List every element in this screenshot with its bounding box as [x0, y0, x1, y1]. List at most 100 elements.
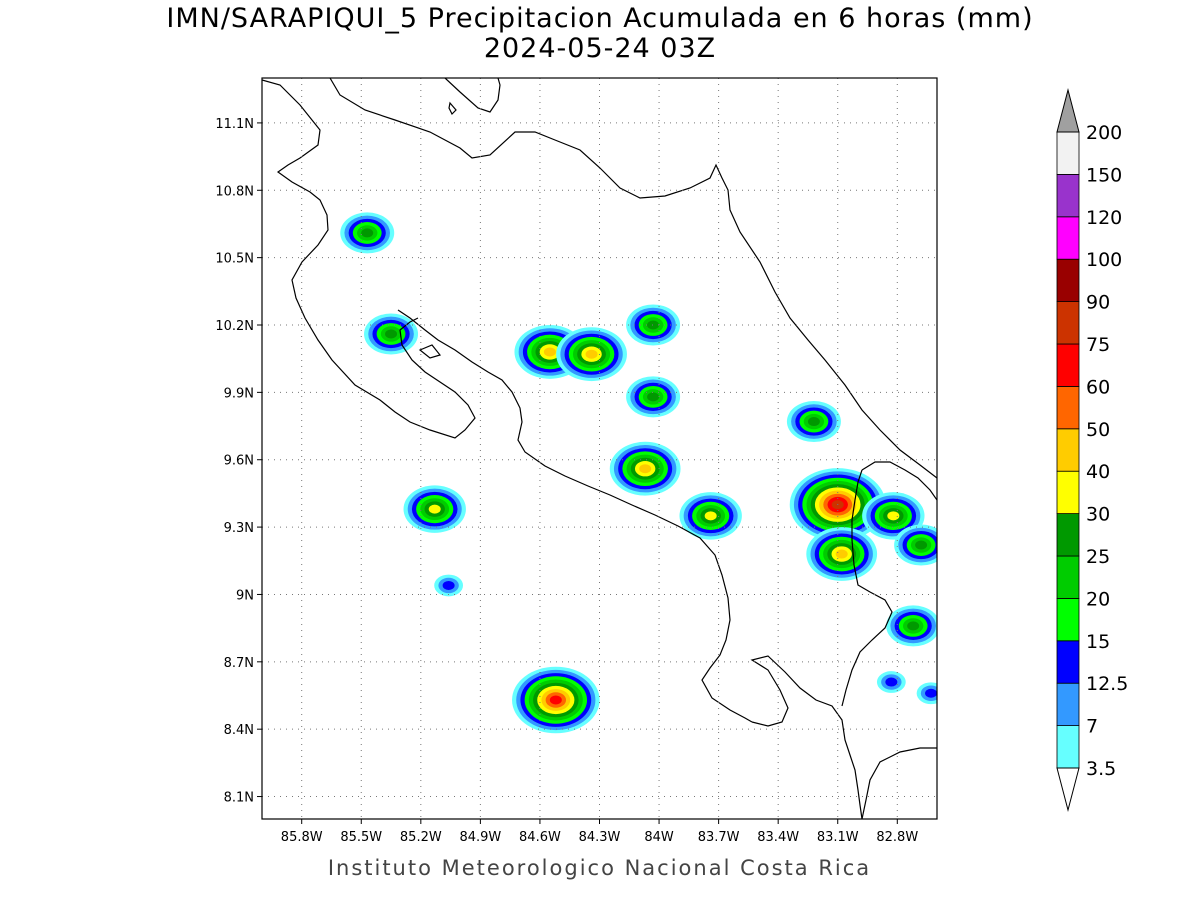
precip-cell [364, 313, 419, 355]
x-tick-label: 84.6W [519, 830, 561, 845]
colorbar-swatch [1056, 598, 1080, 642]
x-tick-label: 85.5W [340, 830, 382, 845]
coastline-gulf-nicoya [397, 309, 753, 723]
y-tick-label: 9N [236, 588, 254, 603]
island-nicoya-gulf [418, 344, 442, 359]
precip-contour [385, 329, 398, 339]
colorbar-label: 20 [1086, 588, 1110, 610]
precip-contour [925, 688, 937, 698]
chart-subtitle-date: 2024-05-24 03Z [483, 33, 717, 64]
colorbar-top-arrow [1056, 88, 1080, 133]
colorbar-label: 3.5 [1086, 758, 1116, 780]
x-tick-label: 85.8W [281, 830, 323, 845]
colorbar-label: 60 [1086, 376, 1110, 398]
y-tick-label: 9.9N [224, 386, 254, 401]
colorbar-swatch [1056, 640, 1080, 684]
colorbar-swatch [1056, 131, 1080, 175]
colorbar-label: 90 [1086, 292, 1110, 314]
coastline-north-pacific [262, 79, 476, 439]
x-tick-label: 83.1W [817, 830, 859, 845]
precip-cell [434, 574, 464, 597]
precip-contour [915, 540, 928, 550]
y-tick-label: 8.1N [224, 791, 254, 806]
colorbar-bottom-arrow [1056, 767, 1080, 812]
precip-cell [916, 682, 937, 705]
colorbar-swatch [1056, 216, 1080, 260]
x-tick-label: 82.8W [876, 830, 918, 845]
colorbar-swatch [1056, 343, 1080, 387]
precip-cell [886, 605, 937, 647]
plot-area-background [262, 78, 937, 819]
precip-contour [885, 677, 898, 687]
precip-contour [647, 320, 660, 330]
precip-cell [609, 441, 681, 496]
colorbar-label: 75 [1086, 334, 1110, 356]
colorbar-label: 12.5 [1086, 673, 1128, 695]
colorbar-label: 25 [1086, 546, 1110, 568]
colorbar-swatch [1056, 385, 1080, 430]
colorbar-label: 150 [1086, 164, 1122, 186]
colorbar-label: 30 [1086, 504, 1110, 526]
colorbar-label: 7 [1086, 716, 1098, 738]
nicaragua-lake-shore [444, 78, 501, 113]
colorbar-swatch [1056, 555, 1080, 599]
precip-contour [639, 464, 652, 474]
precip-contour [835, 549, 848, 559]
precip-contour [543, 347, 556, 357]
colorbar-swatch [1056, 173, 1080, 218]
precip-cell [403, 485, 466, 533]
colorbar-swatch [1056, 682, 1080, 727]
precip-contour [361, 228, 374, 238]
precip-contour [442, 580, 455, 590]
border-panama [841, 461, 937, 707]
colorbar-swatch [1056, 513, 1080, 557]
precip-contour [585, 349, 598, 359]
precip-cell [876, 671, 906, 693]
colorbar-label: 100 [1086, 249, 1122, 271]
precip-contour [887, 511, 900, 521]
y-tick-label: 10.8N [215, 184, 254, 199]
x-tick-label: 84W [644, 830, 674, 845]
precip-cell [340, 212, 395, 254]
precip-contour [807, 417, 820, 427]
precip-cell [806, 527, 878, 581]
precip-cell [626, 304, 681, 346]
y-tick-label: 11.1N [215, 117, 254, 132]
precip-cell [894, 524, 937, 566]
y-tick-label: 9.6N [224, 454, 254, 469]
precip-cell [626, 376, 681, 418]
precip-contour [704, 511, 717, 521]
chart-title: IMN/SARAPIQUI_5 Precipitacion Acumulada … [166, 3, 1034, 34]
precip-contour [647, 392, 660, 402]
axis-labels: 85.8W 85.5W 85.2W 84.9W 84.6W 84.3W 84W 83.7W 83… [215, 117, 918, 845]
colorbar-label: 40 [1086, 461, 1110, 483]
coastline-layer [262, 78, 937, 819]
colorbar-label: 200 [1086, 122, 1122, 144]
precip-contour [907, 621, 920, 631]
footer-credit: Instituto Meteorologico Nacional Costa R… [327, 856, 872, 880]
y-tick-label: 10.5N [215, 252, 254, 267]
colorbar-swatch [1056, 725, 1080, 769]
colorbar-swatch [1056, 258, 1080, 303]
grid-layer [257, 78, 937, 824]
precip-contour [428, 504, 441, 514]
x-tick-label: 83.4W [757, 830, 799, 845]
x-tick-label: 85.2W [400, 830, 442, 845]
y-tick-label: 9.3N [224, 521, 254, 536]
colorbar-swatch [1056, 470, 1080, 515]
colorbar-swatch [1056, 428, 1080, 472]
island-caribbean [448, 101, 457, 116]
precip-cell [512, 666, 600, 734]
y-tick-label: 8.4N [224, 723, 254, 738]
colorbar-swatch [1056, 301, 1080, 345]
precip-cell [679, 492, 742, 540]
x-tick-label: 84.3W [579, 830, 621, 845]
precip-cell [786, 401, 841, 443]
colorbar-label: 15 [1086, 631, 1110, 653]
y-tick-label: 8.7N [224, 656, 254, 671]
plot-frame [261, 77, 938, 820]
x-tick-label: 84.9W [459, 830, 501, 845]
colorbar-label: 50 [1086, 419, 1110, 441]
coastline-caribbean [329, 78, 937, 479]
